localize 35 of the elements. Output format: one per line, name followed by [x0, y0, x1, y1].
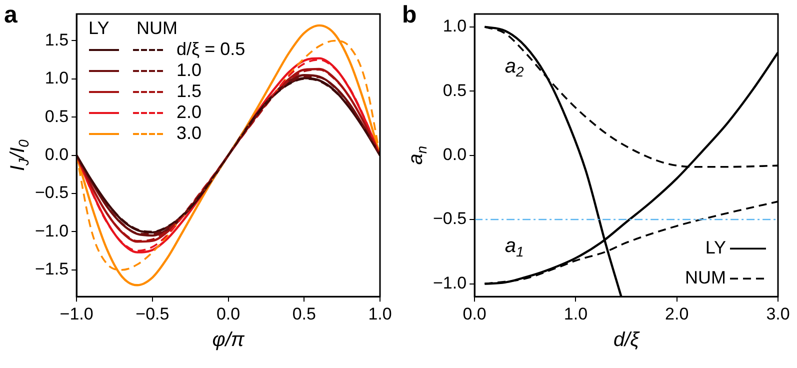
- text: LY NUM: [88, 18, 178, 38]
- y-axis-title: an: [405, 146, 430, 165]
- y-tick-label: 1.0: [442, 16, 467, 36]
- x-tick-label: −1.0: [60, 304, 94, 324]
- y-tick-label: −0.5: [433, 209, 467, 228]
- legend-label: NUM: [685, 268, 726, 288]
- y-tick-label: 1.0: [44, 68, 69, 88]
- x-tick-label: 0.0: [462, 304, 486, 324]
- x-tick-label: −0.5: [136, 304, 170, 324]
- x-tick-label: 1.0: [368, 304, 392, 324]
- x-axis-title: φ/π: [212, 329, 245, 352]
- legend-label: d/ξ = 0.5: [176, 39, 246, 60]
- y-tick-label: 0.0: [442, 144, 467, 164]
- y-tick-label: 0.5: [44, 106, 69, 126]
- x-tick-label: 3.0: [766, 304, 790, 324]
- y-tick-label: −1.5: [35, 260, 69, 279]
- y-tick-label: 0.0: [44, 144, 69, 164]
- legend-label: 2.0: [176, 102, 202, 123]
- y-tick-label: −0.5: [35, 183, 69, 202]
- y-tick-label: 1.5: [44, 30, 69, 50]
- x-tick-label: 1.0: [564, 304, 588, 324]
- x-axis-title: d/ξ: [613, 329, 640, 352]
- y-axis-title: IJ/I0: [7, 139, 32, 172]
- chart-title: a: [4, 2, 18, 29]
- y-tick-label: −1.0: [433, 273, 467, 292]
- legend-label: LY: [705, 238, 726, 258]
- legend-label: 3.0: [176, 123, 202, 144]
- legend-label: 1.5: [176, 81, 202, 102]
- y-tick-label: −1.0: [35, 221, 69, 240]
- chart-title: b: [402, 2, 417, 29]
- x-tick-label: 0.5: [292, 304, 316, 324]
- legend-label: 1.0: [176, 60, 202, 81]
- x-tick-label: 2.0: [665, 304, 689, 324]
- x-tick-label: 0.0: [216, 304, 240, 324]
- y-tick-label: 0.5: [442, 80, 467, 100]
